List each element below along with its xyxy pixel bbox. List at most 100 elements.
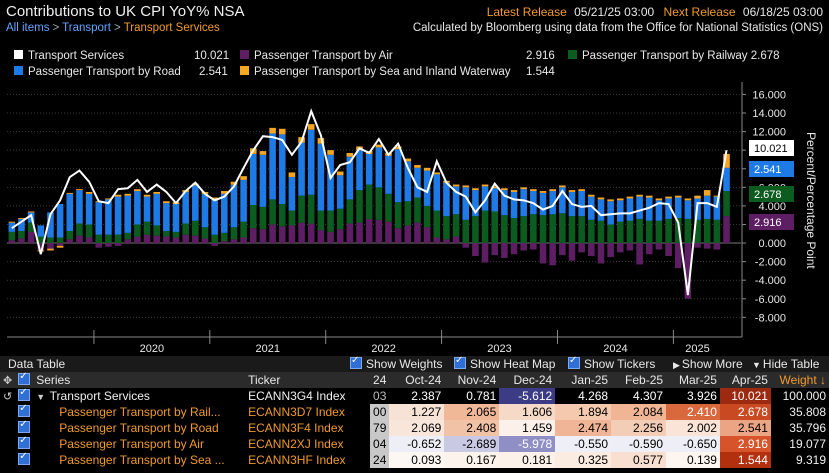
value-cell[interactable]: -2.689 [444,436,500,452]
value-cell[interactable]: 1.894 [555,404,612,420]
row-checkbox[interactable] [15,388,33,404]
value-cell[interactable]: -5.612 [499,388,556,404]
value-cell[interactable]: 2.410 [666,404,720,420]
ticker-cell[interactable]: ECANN3HF Index [248,453,346,467]
bar-road [684,200,692,219]
legend-item-sea[interactable]: Passenger Transport by Sea and Inland Wa… [240,66,511,78]
show-heat-map-toggle[interactable]: Show Heat Map [454,355,555,371]
series-name-cell[interactable]: Passenger Transport by Rail... [33,404,245,420]
value-cell[interactable]: 1.459 [499,420,556,436]
column-header-date[interactable]: Oct-24 [389,372,445,388]
value-cell[interactable]: 4.307 [611,388,667,404]
value-cell[interactable]: 1.544 [719,452,771,468]
legend-item-railway[interactable]: Passenger Transport by Railway 2.678 [568,50,780,62]
expand-triangle-icon[interactable]: ▼ [36,392,48,402]
breadcrumb-transport-services[interactable]: Transport Services [123,22,220,34]
value-cell[interactable]: 4.268 [555,388,612,404]
table-row[interactable]: Passenger Transport by Road ECANN3F4 Inde… [0,420,829,436]
series-name-cell[interactable]: Passenger Transport by Sea ... [33,452,245,468]
stacked-bar-chart[interactable]: 16.00014.00012.00010.0008.0006.0004.0002… [0,82,829,356]
hide-table-button[interactable]: ▼ Hide Table [752,357,819,371]
breadcrumb-transport[interactable]: Transport [62,22,111,34]
column-header-date[interactable]: Jan-25 [555,372,612,388]
value-cell[interactable]: -0.650 [666,436,720,452]
value-cell[interactable]: -5.978 [499,436,556,452]
column-header-date[interactable]: Mar-25 [666,372,720,388]
value-cell[interactable]: -0.590 [611,436,667,452]
bar-air [588,243,595,257]
value-cell[interactable]: 0.325 [555,452,612,468]
row-checkbox[interactable] [15,436,33,452]
column-header-date[interactable]: Apr-25 [719,372,771,388]
table-row[interactable]: Passenger Transport by Air ECANN2XJ Index… [0,436,829,452]
weight-cell[interactable]: 9.319 [795,453,826,467]
column-header-date[interactable]: Feb-25 [611,372,667,388]
breadcrumb-all-items[interactable]: All items [6,22,50,34]
column-header-series[interactable]: Series [33,372,246,388]
value-cell[interactable]: 2.678 [719,404,771,420]
value-cell[interactable]: -0.652 [389,436,445,452]
column-header-date[interactable]: Nov-24 [444,372,500,388]
value-cell[interactable]: 3.926 [666,388,720,404]
legend-item-air[interactable]: Passenger Transport by Air [240,50,393,62]
table-row[interactable]: Passenger Transport by Sea ... ECANN3HF I… [0,452,829,468]
bar-air [510,243,518,255]
value-cell[interactable]: 2.916 [719,436,771,452]
legend-value-sea: 1.544 [526,66,555,78]
value-cell[interactable]: 1.227 [389,404,445,420]
series-name-cell[interactable]: Passenger Transport by Road [33,420,245,436]
column-header-weight[interactable]: Weight ↓ [770,372,829,388]
weight-cell[interactable]: 35.808 [789,405,826,419]
value-cell[interactable]: 2.256 [611,420,667,436]
value-cell[interactable]: 2.474 [555,420,612,436]
value-cell[interactable]: 0.167 [444,452,500,468]
legend-item-transport-services[interactable]: Transport Services [14,50,124,62]
bar-rail [105,234,112,244]
legend-item-road[interactable]: Passenger Transport by Road [14,66,181,78]
weight-cell[interactable]: 100.000 [782,389,826,403]
series-name-cell[interactable]: Passenger Transport by Air [33,436,245,452]
value-cell[interactable]: -0.550 [555,436,612,452]
bar-road [626,198,634,221]
value-cell[interactable]: 2.541 [719,420,771,436]
ticker-cell[interactable]: ECANN2XJ Index [248,437,344,451]
ticker-cell[interactable]: ECANN3F4 Index [248,421,344,435]
value-cell[interactable]: 2.408 [444,420,500,436]
weight-cell[interactable]: 19.077 [789,437,826,451]
bar-air [37,243,45,251]
select-all-checkbox[interactable] [15,372,34,388]
value-cell[interactable]: 1.606 [499,404,556,420]
bar-sea [211,197,218,200]
value-cell[interactable]: 10.021 [719,388,771,404]
weight-cell[interactable]: 35.796 [789,421,826,435]
bar-rail [404,201,412,226]
column-header-truncated[interactable]: 24 [370,372,390,388]
column-header-date[interactable]: Dec-24 [499,372,556,388]
move-icon[interactable]: ✥ [0,372,16,388]
value-cell[interactable]: 0.781 [444,388,500,404]
ticker-cell[interactable]: ECANN3G4 Index [248,389,346,403]
value-cell[interactable]: 2.065 [444,404,500,420]
value-cell[interactable]: 0.181 [499,452,556,468]
row-checkbox[interactable] [15,420,33,436]
value-cell[interactable]: 2.387 [389,388,445,404]
row-checkbox[interactable] [15,404,33,420]
value-cell[interactable]: 0.093 [389,452,445,468]
value-cell[interactable]: 2.069 [389,420,445,436]
show-weights-toggle[interactable]: Show Weights [350,355,442,371]
value-cell[interactable]: 0.577 [611,452,667,468]
value-cell[interactable]: 2.002 [666,420,720,436]
ticker-cell[interactable]: ECANN3D7 Index [248,405,345,419]
bar-road [259,154,267,207]
show-more-button[interactable]: ▶ Show More [673,357,743,371]
series-name-cell[interactable]: ▼ Transport Services [33,388,245,404]
row-checkbox[interactable] [15,452,33,468]
column-header-ticker[interactable]: Ticker [245,372,371,388]
bar-air [530,243,537,250]
show-tickers-toggle[interactable]: Show Tickers [568,355,655,371]
undo-icon[interactable]: ↺ [3,390,13,403]
value-cell[interactable]: 2.084 [611,404,667,420]
table-row[interactable]: Passenger Transport by Rail... ECANN3D7 I… [0,404,829,420]
value-cell[interactable]: 0.139 [666,452,720,468]
